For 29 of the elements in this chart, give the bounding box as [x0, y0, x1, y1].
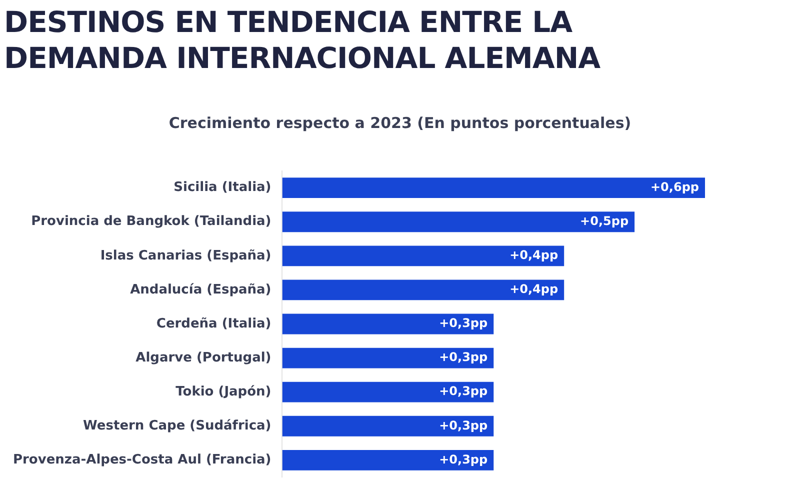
data-label: +0,6pp: [650, 180, 700, 194]
y-tick-label: Tokio (Japón): [176, 384, 272, 400]
bar: [282, 246, 564, 266]
y-tick-label: Algarve (Portugal): [136, 350, 272, 366]
bar: [282, 280, 564, 300]
bar: [282, 314, 494, 334]
data-label: +0,4pp: [510, 282, 558, 296]
y-tick-label: Provincia de Bangkok (Tailandia): [31, 214, 272, 230]
data-label: +0,4pp: [510, 248, 558, 262]
chart-subtitle: Crecimiento respecto a 2023 (En puntos porcentuales): [168, 114, 632, 132]
bar: [282, 212, 635, 232]
bar: [282, 382, 494, 402]
y-tick-label: Cerdeña (Italia): [156, 316, 272, 332]
chart-title: DESTINOS EN TENDENCIA ENTRE LA DEMANDA INTERNACIONAL ALEMANA: [4, 4, 602, 76]
data-label: +0,3pp: [439, 316, 488, 330]
data-label: +0,3pp: [439, 384, 488, 398]
bar: [282, 348, 494, 368]
y-tick-label: Andalucía (España): [130, 282, 272, 298]
y-tick-label: Islas Canarias (España): [100, 248, 272, 264]
data-label: +0,3pp: [439, 452, 488, 466]
bar: [282, 416, 494, 436]
bar: [282, 450, 494, 470]
data-label: +0,3pp: [439, 418, 488, 432]
y-tick-label: Sicilia (Italia): [174, 180, 272, 196]
bar: [282, 178, 705, 198]
data-label: +0,3pp: [439, 350, 488, 364]
y-tick-label: Provenza-Alpes-Costa Aul (Francia): [13, 452, 272, 468]
y-tick-label: Western Cape (Sudáfrica): [83, 418, 272, 434]
data-label: +0,5pp: [580, 214, 629, 228]
